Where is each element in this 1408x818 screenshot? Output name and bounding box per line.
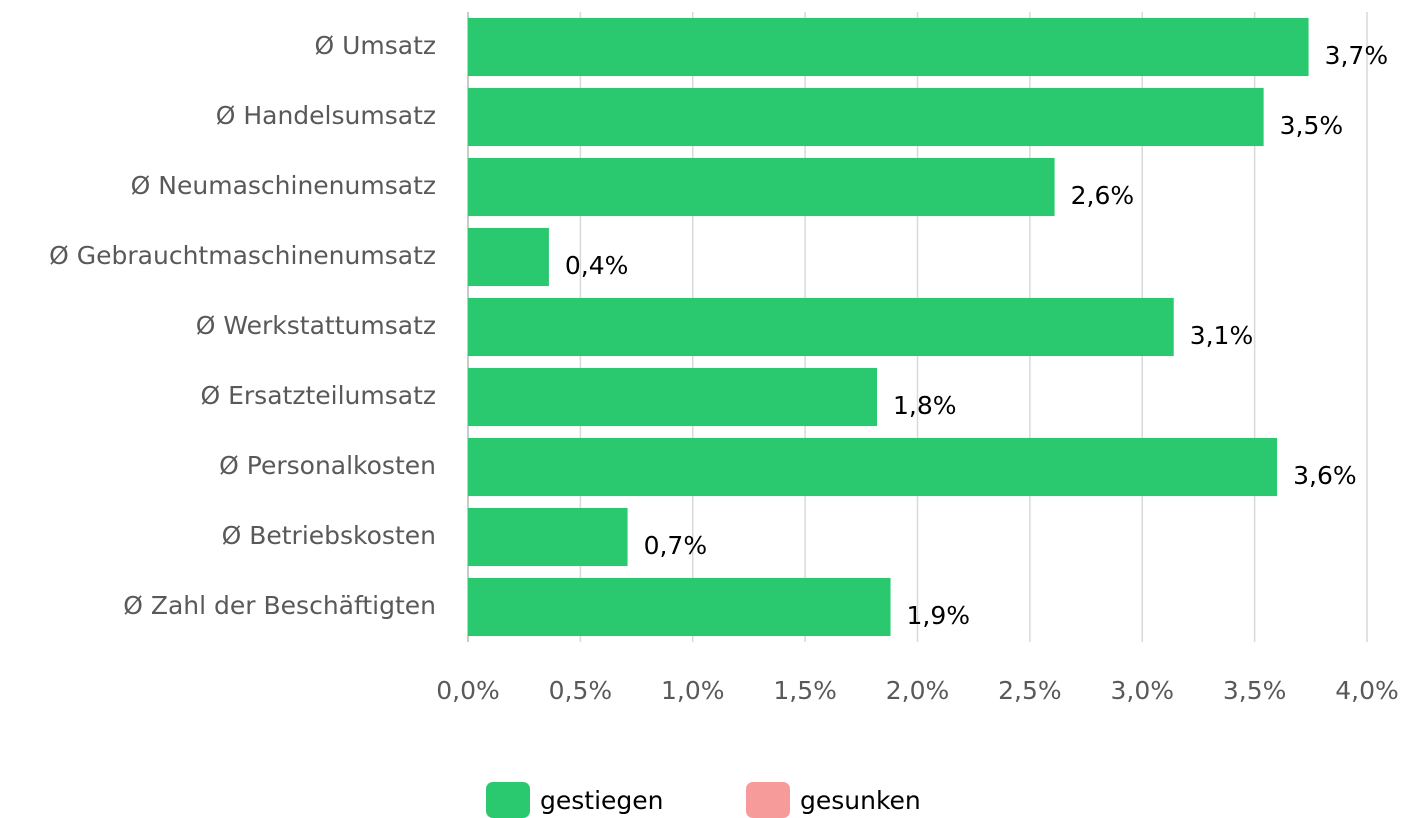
x-tick-label: 1,0% <box>661 676 725 705</box>
x-tick-label: 1,5% <box>773 676 837 705</box>
bar <box>468 367 878 427</box>
value-label: 1,9% <box>907 601 971 630</box>
y-tick-label: Ø Neumaschinenumsatz <box>131 171 436 200</box>
x-tick-label: 0,0% <box>436 676 500 705</box>
bar <box>468 17 1309 77</box>
bar <box>468 507 628 567</box>
y-tick-label: Ø Personalkosten <box>219 451 436 480</box>
x-tick-label: 3,0% <box>1110 676 1174 705</box>
y-tick-label: Ø Betriebskosten <box>222 521 436 550</box>
value-label: 3,7% <box>1325 41 1389 70</box>
x-tick-label: 2,5% <box>998 676 1062 705</box>
x-tick-label: 0,5% <box>549 676 613 705</box>
legend-swatch <box>746 782 790 818</box>
y-tick-label: Ø Werkstattumsatz <box>196 311 436 340</box>
bar <box>468 157 1055 217</box>
y-tick-label: Ø Zahl der Beschäftigten <box>123 591 436 620</box>
x-tick-label: 4,0% <box>1335 676 1399 705</box>
legend-label: gesunken <box>800 786 921 815</box>
bar <box>468 87 1264 147</box>
y-tick-label: Ø Handelsumsatz <box>216 101 436 130</box>
x-tick-label: 2,0% <box>886 676 950 705</box>
y-tick-label: Ø Umsatz <box>314 31 436 60</box>
bar <box>468 297 1174 357</box>
bar <box>468 227 549 287</box>
value-label: 0,7% <box>644 531 708 560</box>
value-label: 0,4% <box>565 251 629 280</box>
y-tick-label: Ø Gebrauchtmaschinenumsatz <box>49 241 436 270</box>
legend-label: gestiegen <box>540 786 664 815</box>
bar <box>468 437 1278 497</box>
value-label: 3,1% <box>1190 321 1254 350</box>
value-label: 3,5% <box>1280 111 1344 140</box>
x-tick-label: 3,5% <box>1223 676 1287 705</box>
value-label: 2,6% <box>1071 181 1135 210</box>
legend-swatch <box>486 782 530 818</box>
value-label: 3,6% <box>1293 461 1357 490</box>
y-tick-label: Ø Ersatzteilumsatz <box>200 381 436 410</box>
value-label: 1,8% <box>893 391 957 420</box>
bar <box>468 577 891 637</box>
